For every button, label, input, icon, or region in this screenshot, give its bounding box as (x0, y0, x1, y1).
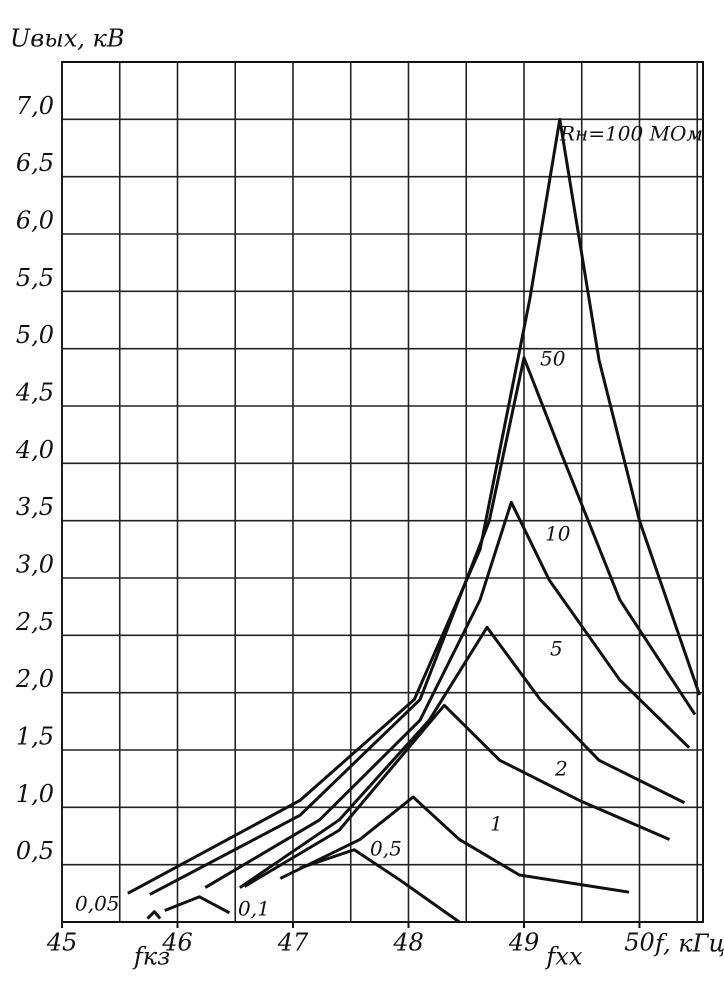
series-line (204, 500, 691, 889)
annotation: fкз (132, 943, 170, 971)
series-line (243, 703, 671, 888)
y-tick-label: 3,0 (16, 551, 54, 579)
y-tick-label: 1,5 (16, 723, 54, 751)
x-tick-label: 50 (624, 929, 655, 957)
series-label: 2 (554, 757, 568, 781)
y-tick-label: 2,0 (15, 665, 54, 693)
y-tick-label: 0,5 (16, 837, 54, 865)
plot-frame (61, 61, 704, 923)
series-line (299, 848, 461, 924)
x-tick-label: 45 (46, 929, 78, 957)
series-line (146, 910, 162, 920)
series-line (239, 625, 686, 889)
y-tick-label: 1,0 (16, 780, 54, 808)
y-tick-label: 2,5 (15, 608, 54, 636)
series-label: Rн=100 МОм (559, 122, 703, 146)
y-tick-label: 7,0 (16, 92, 54, 120)
series-label: 0,05 (75, 892, 120, 916)
x-axis-label: f, кГц (653, 930, 724, 958)
series-label: 0,5 (370, 837, 402, 861)
x-tick-label: 47 (277, 929, 309, 957)
series-label: 5 (550, 637, 563, 661)
series-label: 1 (490, 812, 503, 836)
series-line (279, 795, 630, 894)
y-tick-label: 6,5 (16, 149, 54, 177)
x-tick-label: 46 (161, 929, 193, 957)
series-label: 10 (545, 522, 571, 546)
y-tick-label: 5,5 (16, 264, 54, 292)
y-tick-label: 4,5 (15, 379, 54, 407)
x-tick-label: 48 (392, 929, 424, 957)
series-line (164, 895, 231, 915)
series-line (127, 117, 701, 895)
y-tick-label: 3,5 (16, 493, 54, 521)
series-line (149, 356, 697, 896)
annotation: fxx (544, 943, 582, 971)
y-tick-label: 5,0 (16, 321, 54, 349)
y-tick-label: 4,0 (15, 436, 54, 464)
series-label: 0,1 (238, 897, 270, 921)
y-axis-label: Uвых, кВ (10, 25, 125, 53)
series-label: 50 (540, 347, 566, 371)
x-tick-label: 49 (508, 929, 540, 957)
y-tick-label: 6,0 (16, 207, 54, 235)
